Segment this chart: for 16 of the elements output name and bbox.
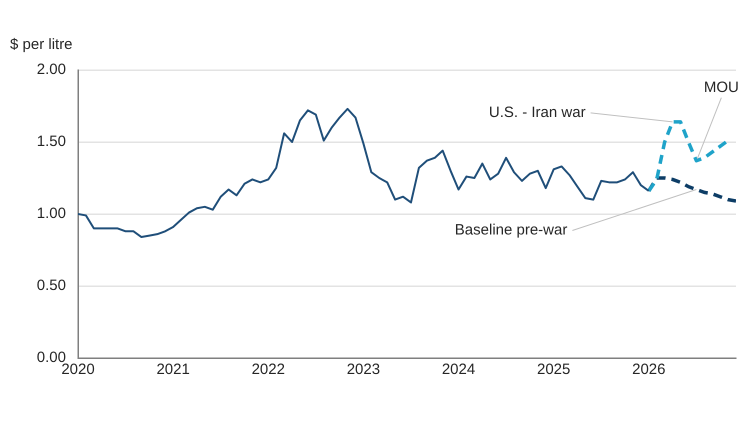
y-tick-label: 0.50 [36, 277, 66, 294]
y-tick-label: 1.50 [36, 133, 66, 150]
x-tick-label: 2023 [346, 361, 380, 378]
text: U.S. - Iran war [488, 104, 586, 121]
x-tick-label: 2026 [632, 361, 666, 378]
x-tick-label: 2020 [61, 361, 95, 378]
x-tick-label: 2022 [252, 361, 285, 378]
x-tick-label: 2021 [156, 361, 190, 378]
y-tick-label: 1.00 [36, 205, 66, 222]
y-axis-title: $ per litre [10, 36, 73, 54]
text: Baseline pre-war [454, 222, 568, 239]
y-tick-label: 2.00 [36, 61, 66, 78]
line-series [647, 176, 736, 203]
x-tick-label: 2024 [442, 361, 476, 378]
x-tick-label: 2025 [536, 361, 570, 378]
annotation: MOU [704, 78, 739, 96]
